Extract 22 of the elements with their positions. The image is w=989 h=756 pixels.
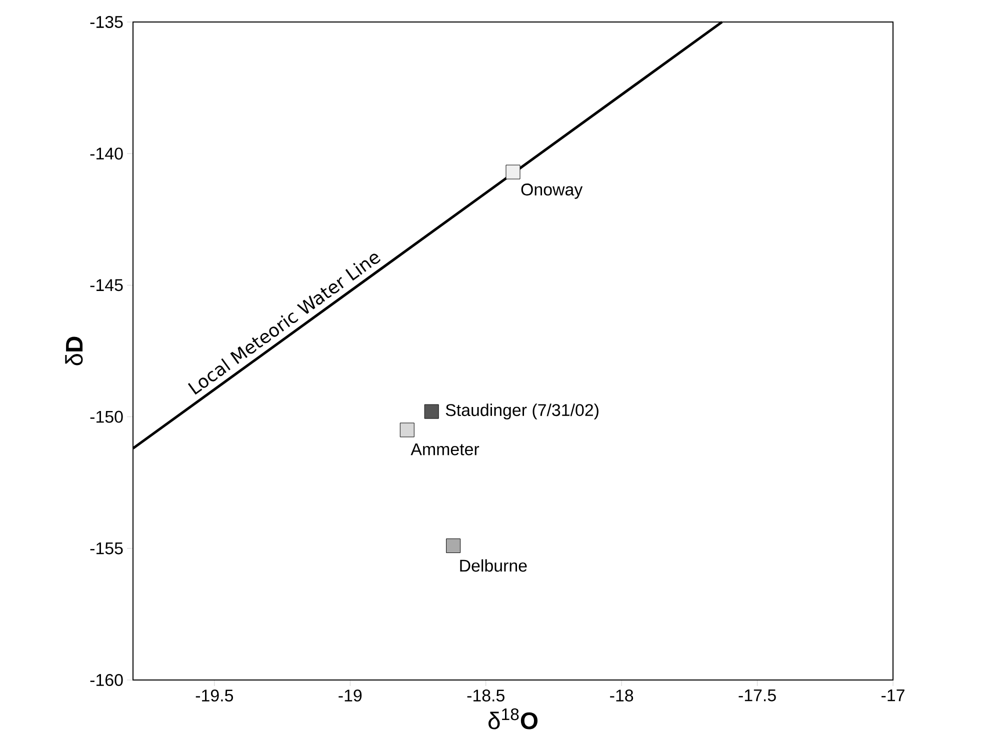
point (446, 538, 461, 554)
x-tick-label: -18.5 (467, 690, 504, 702)
point (506, 164, 520, 180)
point (424, 404, 439, 419)
x-tick-label: -17 (882, 690, 904, 702)
series-label: Onoway (521, 184, 583, 199)
y-tick-label: -150 (90, 410, 123, 423)
x-tick-label: -19.5 (196, 690, 234, 702)
x-tick-label: -17.5 (738, 690, 776, 702)
y-tick-label: -155 (90, 542, 123, 554)
series-label: Delburne (460, 559, 527, 572)
x-tick-label: -18 (610, 690, 634, 702)
point (400, 422, 414, 438)
y-tick-label: -145 (90, 279, 123, 292)
y-tick-label: -140 (90, 148, 123, 160)
x-axis-title: δ$^{18}$O (488, 708, 538, 730)
y-axis-title: δD (65, 336, 83, 366)
y-tick-label: -135 (90, 16, 123, 28)
y-tick-label: -160 (90, 674, 123, 686)
series-label: Staudinger (7/31/02) (446, 404, 598, 420)
x-tick-label: -19 (338, 690, 362, 702)
series-label: Ammeter (410, 443, 480, 456)
